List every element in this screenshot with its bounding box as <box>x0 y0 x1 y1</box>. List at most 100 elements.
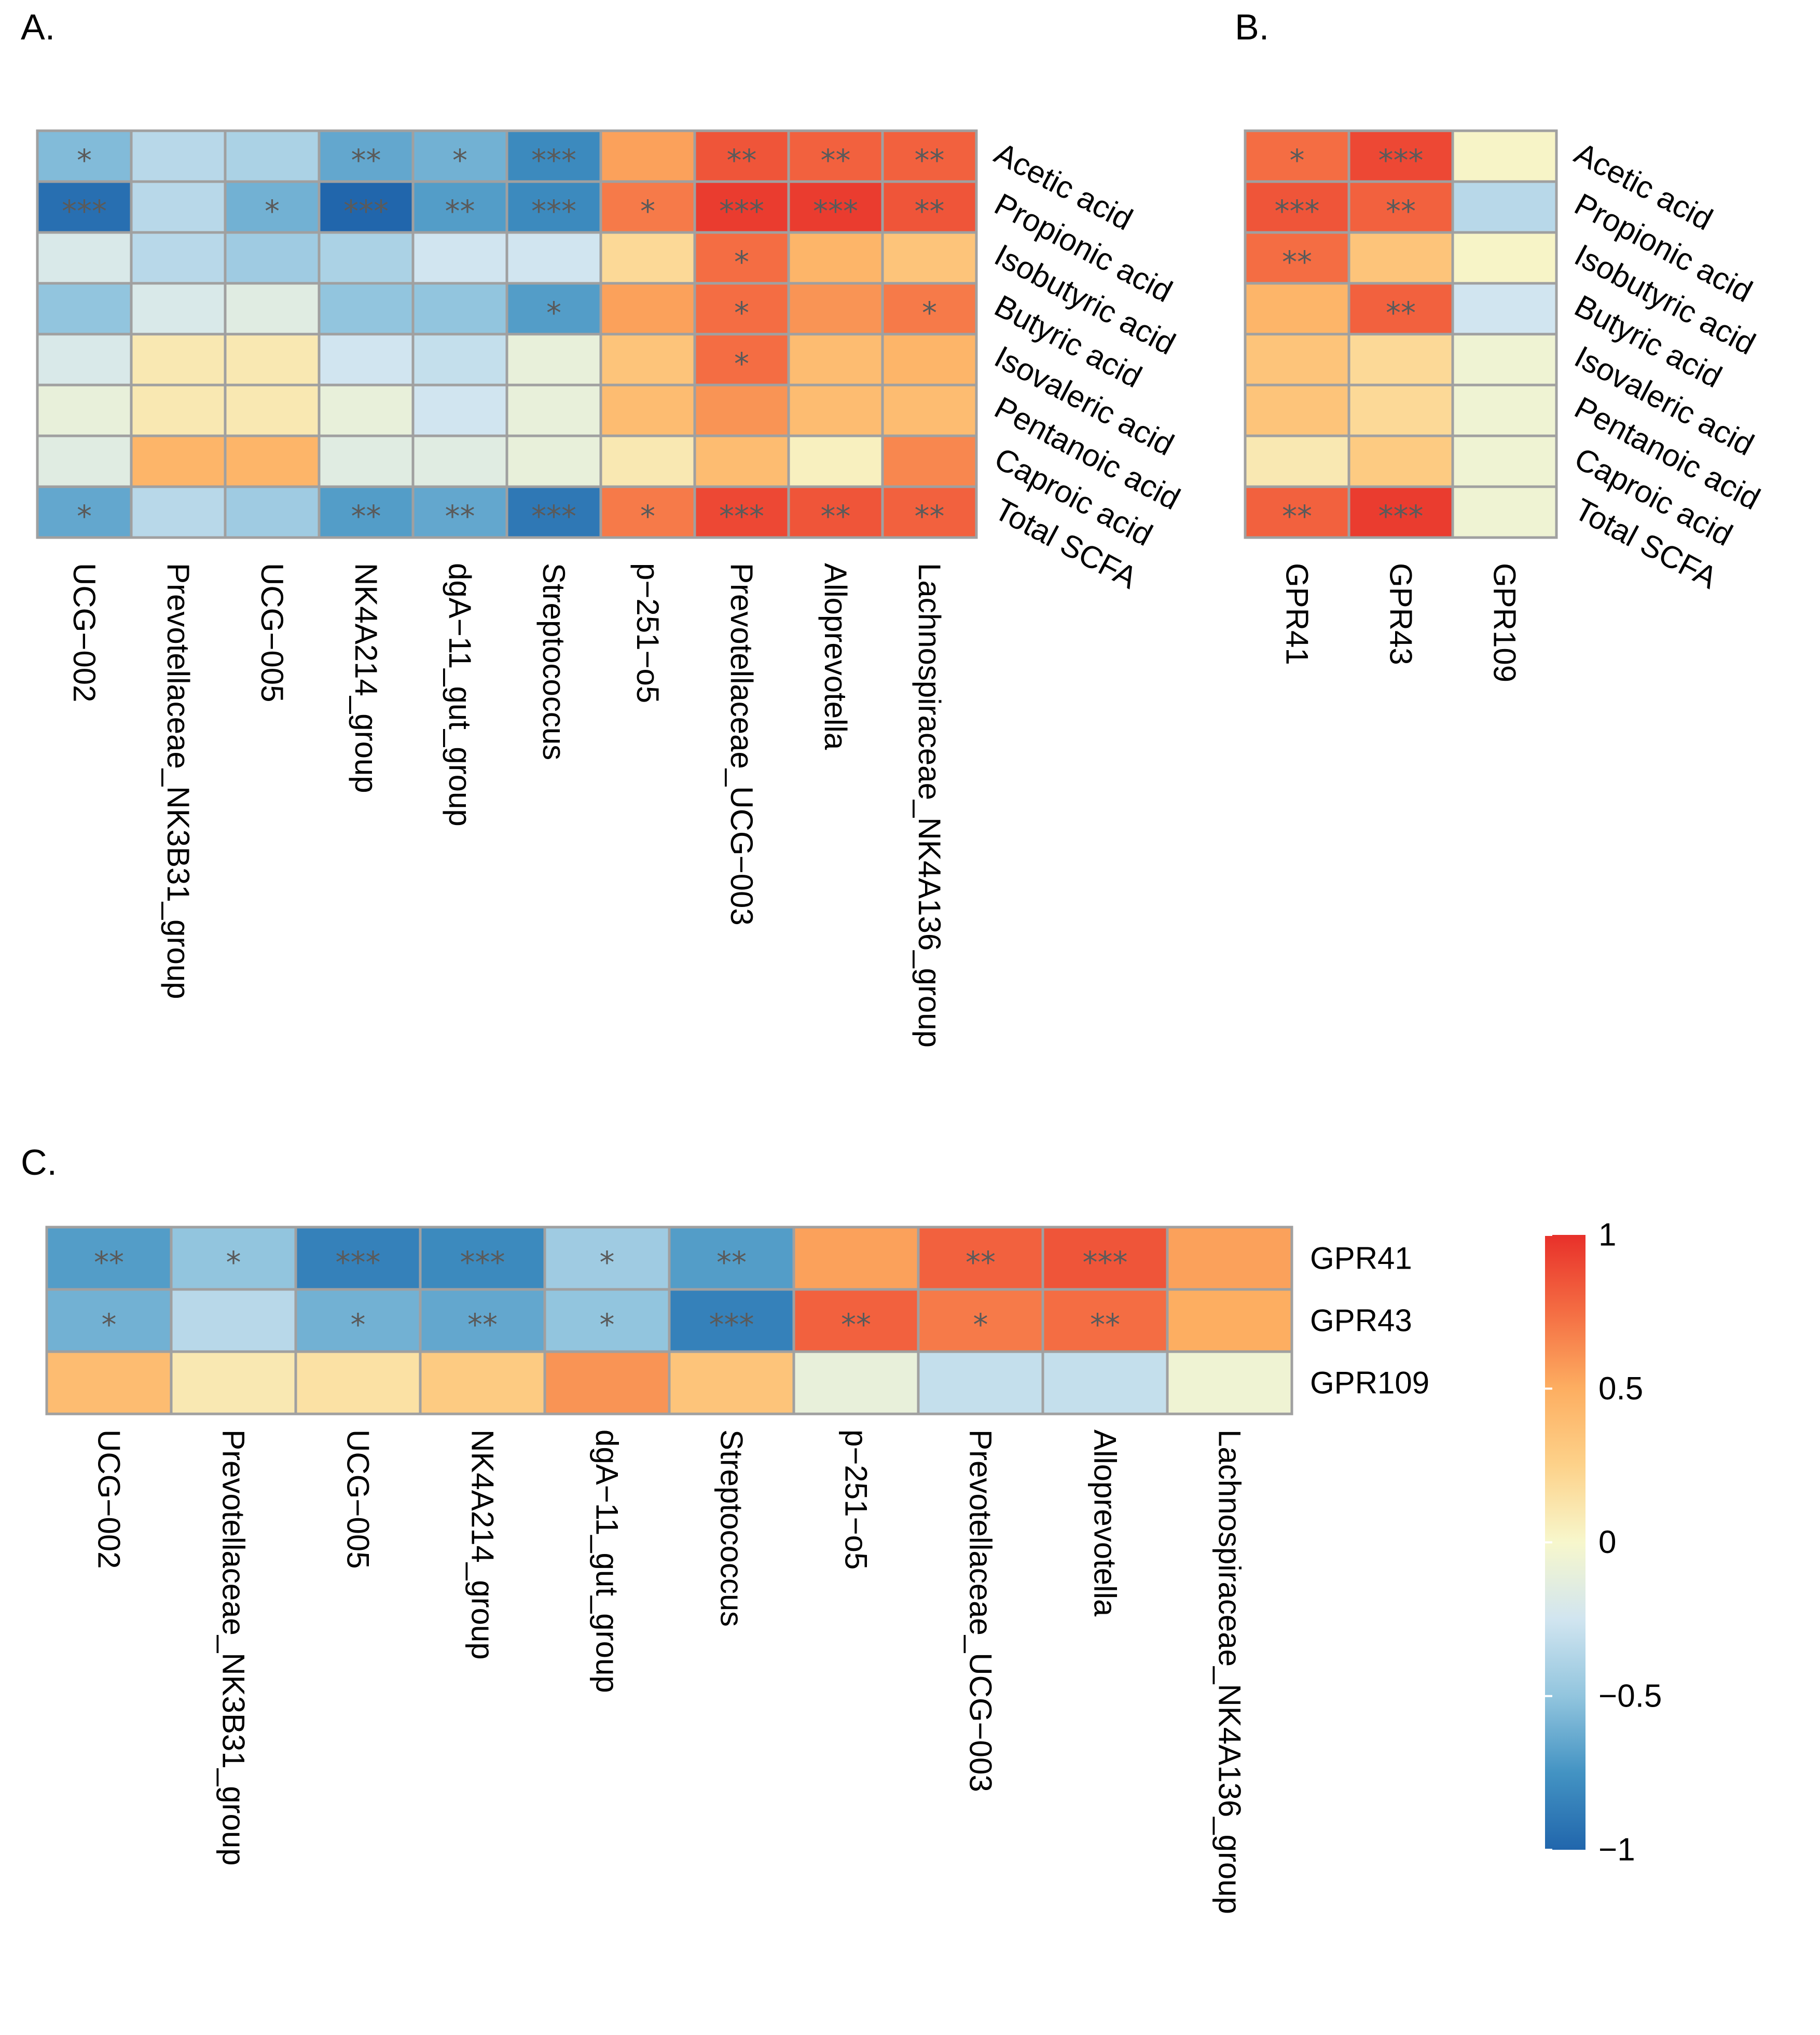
heatmap-a-cell <box>224 282 321 336</box>
heatmap-a-column-label-lachnospiraceae-nk4a136-group: Lachnospiraceae_NK4A136_group <box>912 563 947 1048</box>
heatmap-b-cell <box>1347 231 1454 285</box>
heatmap-a-cell <box>130 129 227 183</box>
heatmap-b-significance-mark: *** <box>1378 499 1424 534</box>
heatmap-c-row-label-gpr43: GPR43 <box>1310 1303 1412 1338</box>
heatmap-a-cell <box>787 383 884 437</box>
heatmap-a-column-label-prevotellaceae-ucg-003: Prevotellaceae_UCG−003 <box>724 563 759 926</box>
heatmap-b-cell <box>1347 485 1454 539</box>
heatmap-a-significance-mark: ** <box>445 194 475 229</box>
heatmap-a-cell <box>411 231 508 285</box>
heatmap-a-column-label-alloprevotella: Alloprevotella <box>818 563 853 750</box>
heatmap-a-significance-mark: ** <box>445 499 475 534</box>
heatmap-a-cell <box>599 434 696 488</box>
heatmap-b-cell <box>1451 282 1558 336</box>
heatmap-a-cell <box>318 282 415 336</box>
heatmap-a-cell <box>693 434 790 488</box>
heatmap-a-significance-mark: *** <box>719 499 764 534</box>
heatmap-a-significance-mark: *** <box>813 194 858 229</box>
heatmap-a-cell <box>224 180 321 234</box>
heatmap-b-cell <box>1347 333 1454 387</box>
heatmap-a-significance-mark: *** <box>531 499 576 534</box>
heatmap-a-significance-mark: * <box>734 346 749 381</box>
heatmap-a-significance-mark: *** <box>62 194 107 229</box>
heatmap-b-cell <box>1244 485 1350 539</box>
heatmap-a-cell <box>36 282 133 336</box>
heatmap-a-significance-mark: * <box>640 499 655 534</box>
heatmap-c-cell <box>668 1226 795 1291</box>
heatmap-c-cell <box>419 1226 546 1291</box>
heatmap-c-significance-mark: *** <box>1083 1245 1128 1280</box>
colorbar: 1 0.5 0 −0.5 −1 <box>1545 1217 1662 1868</box>
heatmap-a-significance-mark: *** <box>531 194 576 229</box>
heatmap-c-cell <box>294 1226 422 1291</box>
heatmap-a-cell <box>224 333 321 387</box>
heatmap-a-column-label-streptococcus: Streptococcus <box>536 563 571 760</box>
heatmap-c-row-label-gpr109: GPR109 <box>1310 1366 1429 1400</box>
heatmap-a-cell <box>881 180 978 234</box>
heatmap-c-cell <box>419 1350 546 1415</box>
heatmap-a-cell <box>36 434 133 488</box>
heatmap-a-cell <box>599 485 696 539</box>
heatmap-a-column-label-p-251-o5: p−251−o5 <box>630 563 665 703</box>
heatmap-a-significance-mark: * <box>265 194 280 229</box>
heatmap-c-significance-mark: *** <box>709 1307 754 1342</box>
heatmap-b-cell <box>1451 333 1558 387</box>
heatmap-a-cell <box>505 231 602 285</box>
heatmap-c-cell <box>668 1350 795 1415</box>
heatmap-a-column-label-nk4a214-group: NK4A214_group <box>349 563 383 793</box>
heatmap-a-cell <box>787 231 884 285</box>
heatmap-b-significance-mark: ** <box>1386 194 1416 229</box>
heatmap-a-cell <box>881 129 978 183</box>
heatmap-b-column-label-gpr41: GPR41 <box>1280 563 1315 665</box>
heatmap-b-cell <box>1347 129 1454 183</box>
heatmap-b-cell <box>1347 180 1454 234</box>
heatmap-c-significance-mark: ** <box>94 1245 124 1280</box>
heatmap-a-significance-mark: * <box>77 143 92 178</box>
heatmap-b-cell <box>1451 383 1558 437</box>
heatmap-c-cell <box>1166 1350 1293 1415</box>
heatmap-b-cell <box>1451 180 1558 234</box>
heatmap-b-significance-mark: * <box>1290 143 1305 178</box>
heatmap-a-cell <box>130 434 227 488</box>
heatmap-a-cell <box>130 383 227 437</box>
heatmap-b-significance-mark: *** <box>1378 143 1424 178</box>
heatmap-a-significance-mark: ** <box>821 499 851 534</box>
heatmap-a-significance-mark: *** <box>343 194 389 229</box>
heatmap-a-cell <box>411 282 508 336</box>
heatmap-b-cell <box>1347 434 1454 488</box>
heatmap-b-cell <box>1451 485 1558 539</box>
heatmap-c-significance-mark: * <box>102 1307 117 1342</box>
heatmap-a-cell <box>599 231 696 285</box>
heatmap-b-cell <box>1347 383 1454 437</box>
heatmap-b-column-label-gpr43: GPR43 <box>1384 563 1418 665</box>
heatmap-c-column-label-prevotellaceae-ucg-003: Prevotellaceae_UCG−003 <box>963 1429 998 1792</box>
heatmap-a-cell <box>36 485 133 539</box>
heatmap-c-significance-mark: ** <box>467 1307 498 1342</box>
heatmap-a-column-label-ucg-005: UCG−005 <box>255 563 289 702</box>
heatmap-c-cell <box>543 1350 671 1415</box>
heatmap-c-cell <box>45 1350 173 1415</box>
heatmap-b-significance-mark: ** <box>1386 295 1416 331</box>
heatmap-a-significance-mark: * <box>734 295 749 331</box>
heatmap-c-cell <box>1166 1226 1293 1291</box>
heatmap-c-column-label-streptococcus: Streptococcus <box>714 1429 749 1627</box>
heatmap-a-cell <box>505 333 602 387</box>
heatmap-a-column-label-dga-11-gut-group: dgA−11_gut_group <box>443 563 477 827</box>
heatmap-a-significance-mark: * <box>77 499 92 534</box>
heatmap-b-cell <box>1244 282 1350 336</box>
heatmap-c-cell <box>294 1350 422 1415</box>
heatmap-a-cell <box>505 485 602 539</box>
heatmap-a-cell <box>599 180 696 234</box>
heatmap-c-cell <box>543 1226 671 1291</box>
heatmap-a-cell <box>881 383 978 437</box>
heatmap-c-cell <box>45 1226 173 1291</box>
heatmap-a-cell <box>318 383 415 437</box>
heatmap-a-cell <box>224 383 321 437</box>
heatmap-c-column-label-prevotellaceae-nk3b31-group: Prevotellaceae_NK3B31_group <box>216 1429 251 1866</box>
colorbar-tick-label: 0.5 <box>1598 1371 1643 1407</box>
heatmap-a-cell <box>130 485 227 539</box>
colorbar-tick-label: −0.5 <box>1598 1678 1662 1714</box>
heatmap-a-cell <box>693 231 790 285</box>
heatmap-c-column-label-ucg-005: UCG−005 <box>341 1429 376 1569</box>
heatmap-c-significance-mark: * <box>973 1307 988 1342</box>
